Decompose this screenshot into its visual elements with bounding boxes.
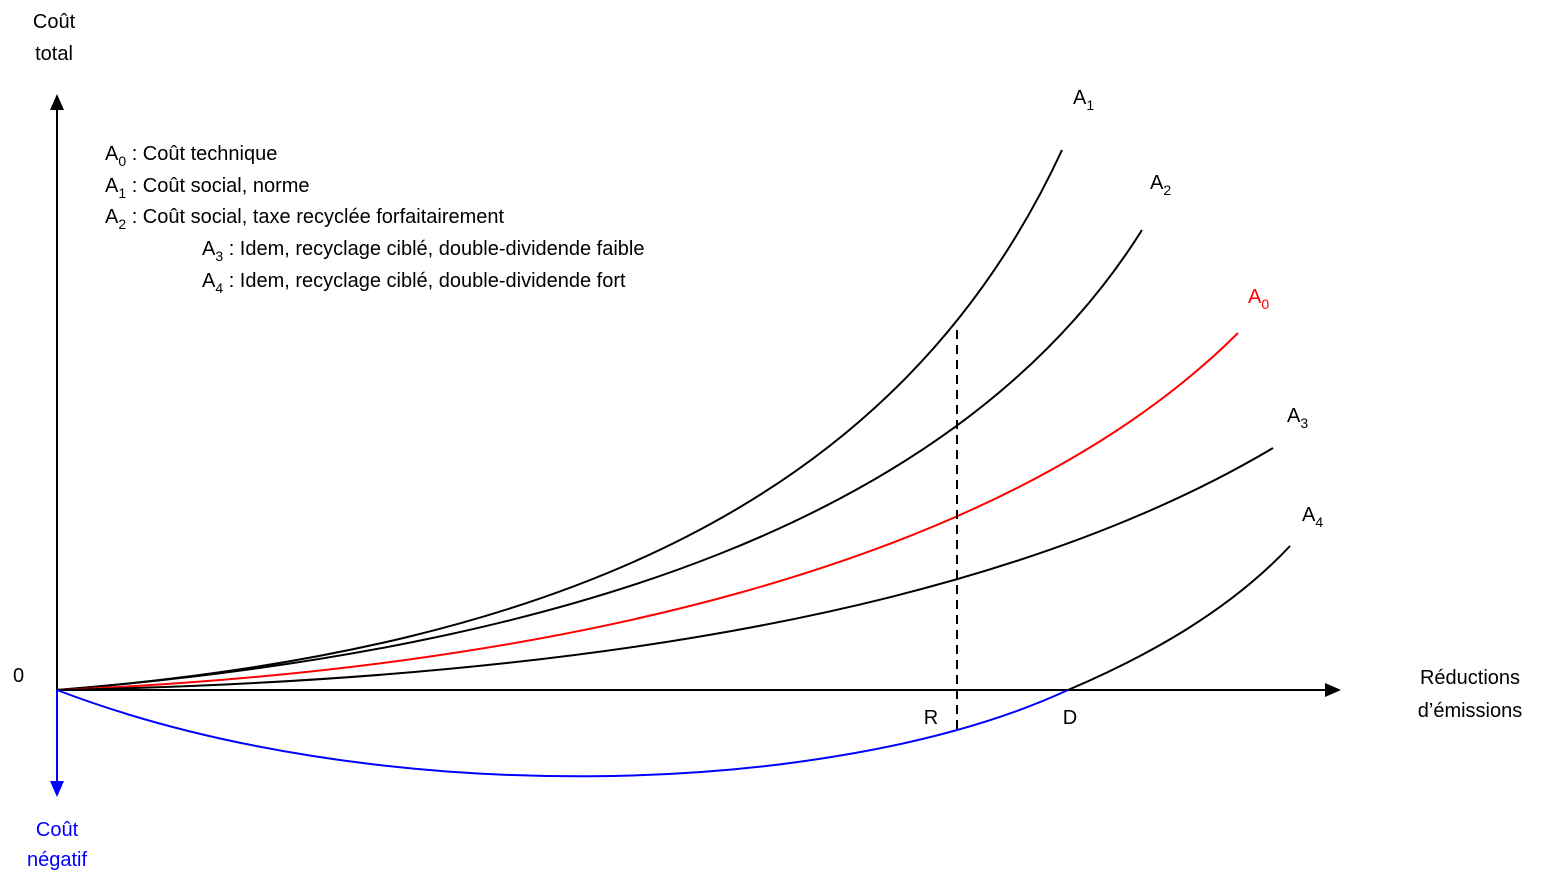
curve-a4-positive: [1067, 545, 1291, 691]
negative-cost-label-line2: négatif: [27, 849, 87, 871]
curve-label-a4: A4: [1302, 504, 1323, 530]
x-axis-arrow-icon: [1325, 683, 1341, 697]
legend-item-a4: A4 : Idem, recyclage ciblé, double-divid…: [202, 270, 626, 296]
curve-label-a2: A2: [1150, 172, 1171, 198]
curve-a4-negative: [56, 689, 1069, 778]
y-axis-negative-arrow-icon: [50, 781, 64, 797]
curve-label-a0: A0: [1248, 286, 1269, 312]
curve-a1: [56, 149, 1063, 691]
curve-a0: [56, 332, 1239, 691]
y-axis-label-line2: total: [35, 43, 73, 65]
origin-label: 0: [13, 665, 24, 687]
legend-item-a1: A1 : Coût social, norme: [105, 175, 310, 201]
marker-d-label: D: [1063, 707, 1077, 729]
x-axis-label-line1: Réductions: [1420, 667, 1520, 689]
marker-r-label: R: [924, 707, 938, 729]
y-axis-label-line1: Coût: [33, 11, 76, 33]
curve-label-a3: A3: [1287, 405, 1308, 431]
x-axis-label-line2: d’émissions: [1418, 700, 1522, 722]
negative-cost-label-line1: Coût: [36, 819, 79, 841]
legend-item-a3: A3 : Idem, recyclage ciblé, double-divid…: [202, 238, 645, 264]
legend-item-a0: A0 : Coût technique: [105, 143, 277, 169]
curve-a2: [56, 229, 1143, 691]
legend: A0 : Coût technique A1 : Coût social, no…: [105, 143, 645, 296]
legend-item-a2: A2 : Coût social, taxe recyclée forfaita…: [105, 206, 505, 232]
curve-a3: [56, 447, 1274, 691]
curve-label-a1: A1: [1073, 87, 1094, 113]
y-axis-arrow-icon: [50, 94, 64, 110]
